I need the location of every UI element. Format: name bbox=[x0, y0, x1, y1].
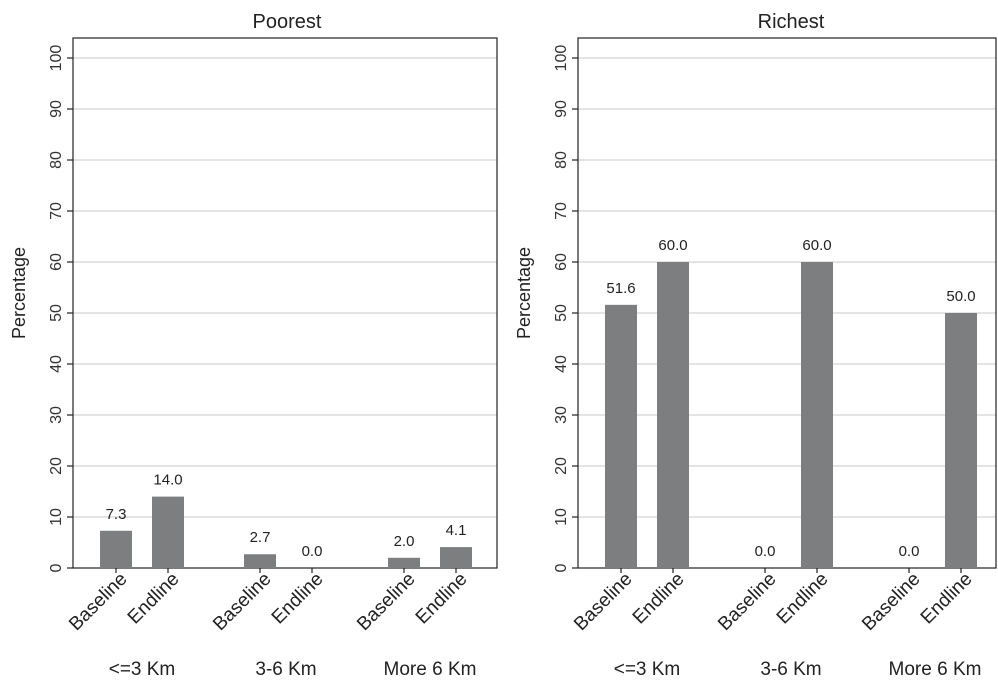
category-label: Baseline bbox=[570, 569, 636, 635]
bar bbox=[100, 530, 132, 568]
bar bbox=[657, 262, 689, 568]
category-label: Endline bbox=[629, 569, 689, 629]
y-tick-label: 40 bbox=[553, 355, 570, 373]
category-label: Baseline bbox=[858, 569, 924, 635]
group-label: <=3 Km bbox=[109, 659, 176, 680]
data-label: 4.1 bbox=[446, 522, 467, 539]
bar bbox=[244, 554, 276, 568]
y-axis-label: Percentage bbox=[9, 247, 29, 339]
y-tick-label: 80 bbox=[48, 151, 65, 169]
category-label: Baseline bbox=[209, 569, 275, 635]
bar bbox=[152, 496, 184, 568]
panel-title: Richest bbox=[758, 11, 825, 33]
bar bbox=[605, 304, 637, 568]
group-label: 3-6 Km bbox=[255, 659, 316, 680]
group-label: More 6 Km bbox=[384, 659, 477, 680]
y-tick-label: 10 bbox=[553, 508, 570, 526]
category-label: Endline bbox=[124, 569, 184, 629]
data-label: 2.0 bbox=[394, 533, 415, 550]
y-axis-label: Percentage bbox=[514, 247, 534, 339]
bar bbox=[801, 262, 833, 568]
data-label: 0.0 bbox=[755, 543, 776, 560]
y-tick-label: 20 bbox=[48, 457, 65, 475]
bar bbox=[440, 547, 472, 568]
y-tick-label: 10 bbox=[48, 508, 65, 526]
bar bbox=[388, 557, 420, 568]
y-tick-label: 80 bbox=[553, 151, 570, 169]
category-label: Baseline bbox=[714, 569, 780, 635]
data-label: 51.6 bbox=[606, 280, 635, 297]
y-tick-label: 0 bbox=[553, 563, 570, 572]
data-label: 0.0 bbox=[302, 543, 323, 560]
y-tick-label: 50 bbox=[48, 304, 65, 322]
y-tick-label: 40 bbox=[48, 355, 65, 373]
category-label: Baseline bbox=[353, 569, 419, 635]
group-label: 3-6 Km bbox=[760, 659, 821, 680]
plot-frame bbox=[72, 37, 498, 569]
y-tick-label: 50 bbox=[553, 304, 570, 322]
panel-1: Poorest 0 10 20 30 40 50 60 70 80 90 100 Percentage 7… bbox=[9, 11, 498, 680]
category-label: Endline bbox=[412, 569, 472, 629]
data-label: 14.0 bbox=[153, 472, 182, 489]
y-tick-label: 30 bbox=[553, 406, 570, 424]
category-label: Endline bbox=[773, 569, 833, 629]
y-tick-label: 70 bbox=[553, 202, 570, 220]
y-tick-label: 60 bbox=[553, 253, 570, 271]
group-label: <=3 Km bbox=[614, 659, 681, 680]
category-label: Endline bbox=[917, 569, 977, 629]
y-tick-label: 70 bbox=[48, 202, 65, 220]
category-label: Baseline bbox=[65, 569, 131, 635]
data-label: 7.3 bbox=[106, 506, 127, 523]
data-label: 2.7 bbox=[250, 529, 271, 546]
y-tick-label: 30 bbox=[48, 406, 65, 424]
data-label: 0.0 bbox=[899, 543, 920, 560]
panel-2: Richest 0 10 20 30 40 50 60 70 80 90 100 Percentage 5… bbox=[514, 11, 997, 680]
panel-title: Poorest bbox=[253, 11, 322, 33]
y-tick-label: 60 bbox=[48, 253, 65, 271]
bar bbox=[945, 313, 977, 568]
data-label: 60.0 bbox=[802, 237, 831, 254]
y-tick-label: 90 bbox=[553, 100, 570, 118]
y-tick-label: 100 bbox=[48, 45, 65, 72]
y-tick-label: 20 bbox=[553, 457, 570, 475]
y-tick-label: 0 bbox=[48, 563, 65, 572]
plot-frame bbox=[577, 37, 997, 569]
group-label: More 6 Km bbox=[889, 659, 982, 680]
y-tick-label: 100 bbox=[553, 45, 570, 72]
data-label: 60.0 bbox=[658, 237, 687, 254]
y-tick-label: 90 bbox=[48, 100, 65, 118]
category-label: Endline bbox=[268, 569, 328, 629]
data-label: 50.0 bbox=[946, 288, 975, 305]
